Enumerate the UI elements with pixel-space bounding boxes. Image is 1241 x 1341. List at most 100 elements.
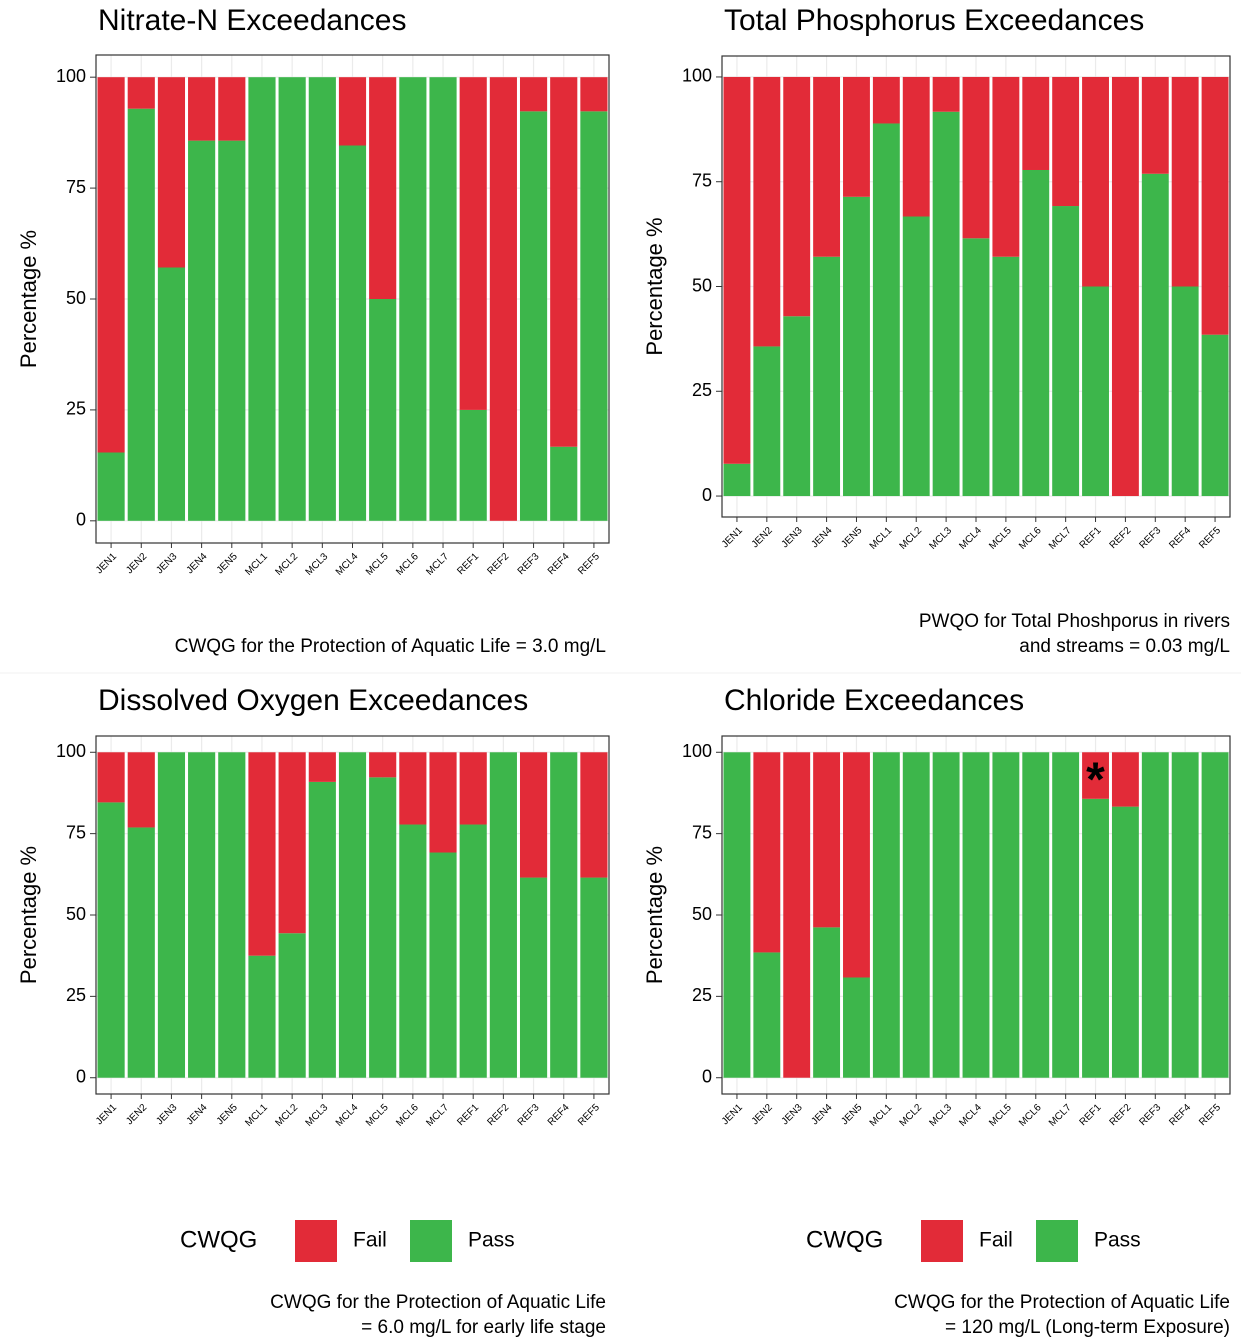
caption: and streams = 0.03 mg/L: [1019, 636, 1230, 657]
x-tick-label: MCL3: [304, 551, 331, 578]
bar-segment: [723, 463, 751, 497]
bar-segment: [97, 77, 125, 453]
chart-title: Total Phosphorus Exceedances: [724, 4, 1144, 37]
bar-segment: [278, 933, 306, 1078]
x-tick-label: REF2: [486, 551, 512, 577]
bar-segment: [843, 196, 870, 497]
x-tick-label: MCL1: [243, 551, 270, 578]
bar-segment: [1052, 752, 1080, 1078]
bar-segment: [399, 77, 427, 521]
x-tick-label: JEN4: [185, 551, 210, 576]
legend-label: Pass: [468, 1229, 515, 1252]
bar-segment: [580, 111, 608, 521]
bar-segment: [519, 111, 548, 521]
x-tick-label: REF1: [1078, 525, 1104, 551]
y-tick-label: 25: [692, 380, 712, 400]
bar-segment: [902, 76, 930, 217]
bar-segment: [550, 77, 578, 447]
bar-segment: [188, 77, 216, 141]
x-tick-label: REF3: [516, 551, 542, 577]
bar-segment: [248, 752, 276, 956]
bar-segment: [843, 76, 870, 197]
bar-segment: [369, 777, 397, 1078]
bar-segment: [218, 752, 246, 1078]
bar-segment: [188, 752, 216, 1078]
bar-segment: [932, 76, 960, 112]
bar-segment: [157, 267, 186, 521]
x-tick-label: MCL6: [394, 1102, 421, 1129]
y-tick-label: 0: [76, 510, 86, 530]
x-tick-label: MCL1: [868, 1102, 895, 1129]
bar-segment: [1171, 752, 1199, 1078]
y-axis-label: Percentage %: [642, 846, 667, 984]
bar-segment: [753, 76, 781, 347]
y-axis-label: Percentage %: [16, 846, 41, 984]
x-tick-label: REF5: [1197, 1102, 1223, 1128]
bar-segment: [992, 76, 1020, 257]
y-tick-label: 75: [692, 170, 712, 190]
x-tick-label: REF3: [516, 1102, 542, 1128]
x-tick-label: MCL5: [987, 525, 1014, 552]
bar-segment: [902, 216, 930, 497]
x-tick-label: MCL6: [1017, 525, 1044, 552]
bar-segment: [723, 76, 751, 464]
x-tick-label: REF4: [1167, 525, 1193, 551]
x-tick-label: MCL2: [273, 1102, 300, 1129]
plot-border: [95, 54, 610, 544]
x-tick-label: MCL3: [927, 525, 954, 552]
x-tick-label: MCL4: [957, 525, 984, 552]
y-tick-label: 75: [66, 822, 86, 842]
bar-segment: [1052, 76, 1080, 207]
bar-segment: [962, 76, 990, 239]
bar-segment: [723, 752, 751, 1078]
bar-segment: [813, 927, 841, 1078]
bar-segment: [1052, 206, 1080, 497]
bar-segment: [753, 346, 781, 497]
y-tick-label: 25: [66, 399, 86, 419]
legend-swatch: [410, 1220, 452, 1262]
bar-segment: [369, 299, 397, 521]
bar-segment: [338, 77, 367, 146]
x-tick-label: MCL6: [1017, 1102, 1044, 1129]
plot-border: [721, 55, 1231, 518]
caption: PWQO for Total Phoshporus in rivers: [919, 611, 1230, 632]
x-tick-label: MCL5: [987, 1102, 1014, 1129]
x-tick-label: MCL7: [1047, 1102, 1074, 1129]
x-tick-label: JEN5: [839, 1102, 864, 1127]
bar-segment: [369, 752, 397, 778]
x-tick-label: REF1: [455, 551, 481, 577]
y-tick-label: 50: [692, 904, 712, 924]
bar-segment: [429, 752, 457, 853]
bar-segment: [1082, 76, 1109, 287]
bar-segment: [1022, 752, 1050, 1078]
bar-segment: [872, 76, 900, 124]
bar-segment: [519, 877, 548, 1078]
bar-segment: [459, 824, 487, 1078]
bar-segment: [489, 752, 517, 1078]
y-tick-label: 0: [702, 485, 712, 505]
bar-segment: [1082, 798, 1109, 1078]
bar-segment: [1022, 76, 1050, 170]
bar-segment: [1082, 752, 1109, 799]
x-tick-label: JEN5: [839, 525, 864, 550]
bar-segment: [580, 752, 608, 878]
y-tick-label: 100: [56, 741, 86, 761]
x-tick-label: REF4: [546, 1102, 572, 1128]
y-tick-label: 50: [66, 904, 86, 924]
legend-swatch: [295, 1220, 337, 1262]
y-tick-label: 50: [692, 275, 712, 295]
bar-segment: [278, 752, 306, 934]
bar-segment: [338, 752, 367, 1078]
caption: CWQG for the Protection of Aquatic Life …: [175, 636, 606, 657]
bar-segment: [932, 111, 960, 497]
bar-segment: [813, 76, 841, 257]
x-tick-label: REF1: [455, 1102, 481, 1128]
bar-segment: [248, 955, 276, 1078]
x-tick-label: JEN2: [750, 1102, 775, 1127]
x-tick-label: JEN4: [810, 1102, 835, 1127]
x-tick-label: MCL2: [898, 525, 925, 552]
bar-segment: [962, 752, 990, 1078]
bar-segment: [813, 256, 841, 497]
bar-segment: [550, 446, 578, 521]
x-tick-label: REF1: [1078, 1102, 1104, 1128]
